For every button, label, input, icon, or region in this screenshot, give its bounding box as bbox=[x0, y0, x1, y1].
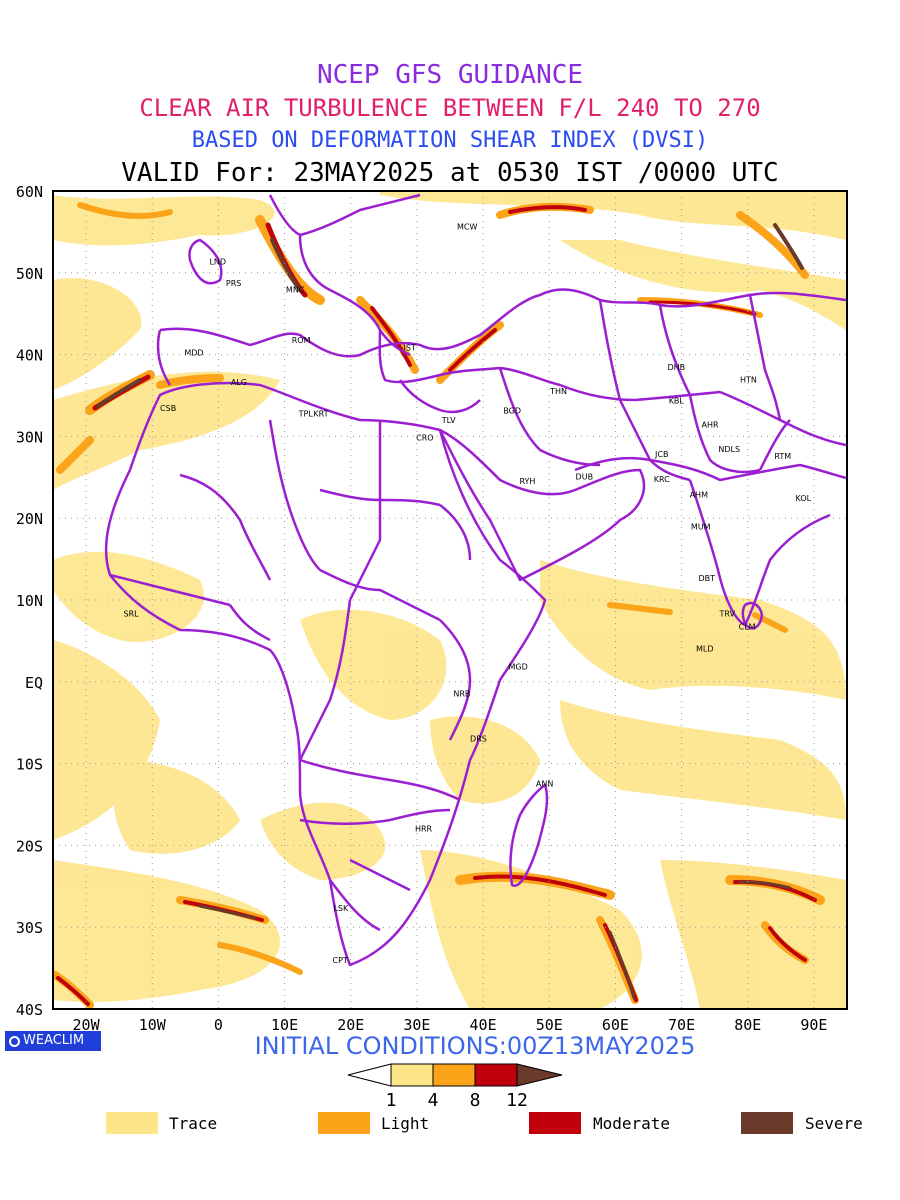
station-label-rom: ROM bbox=[292, 336, 311, 345]
legend-swatch-trace bbox=[106, 1112, 158, 1134]
turbulence-field bbox=[53, 191, 846, 1009]
station-label-ann: ANN bbox=[536, 779, 553, 788]
title-valid-time: VALID For: 23MAY2025 at 0530 IST /0000 U… bbox=[121, 158, 779, 188]
station-label-hrr: HRR bbox=[415, 824, 433, 833]
station-label-nrb: NRB bbox=[453, 689, 470, 698]
station-label-alg: ALG bbox=[231, 378, 247, 387]
longitude-labels: 20W 10W 0 10E 20E 30E 40E 50E 60E 70E 80E 90E bbox=[73, 1016, 828, 1034]
lon-tick-label: 50E bbox=[536, 1016, 563, 1034]
station-label-tlv: TLV bbox=[441, 416, 456, 425]
lat-tick-label: 40N bbox=[16, 347, 43, 365]
map-frame bbox=[52, 190, 848, 1010]
station-label-trv: TRV bbox=[718, 609, 735, 618]
station-label-htn: HTN bbox=[740, 375, 757, 384]
station-label-thn: THN bbox=[549, 387, 567, 396]
station-label-csb: CSB bbox=[160, 404, 176, 413]
lat-tick-label: EQ bbox=[25, 674, 43, 692]
lon-tick-label: 0 bbox=[214, 1016, 223, 1034]
lon-tick-label: 40E bbox=[470, 1016, 497, 1034]
station-label-bgd: BGD bbox=[503, 406, 521, 415]
legend-label-severe: Severe bbox=[805, 1114, 863, 1133]
station-label-srl: SRL bbox=[124, 609, 140, 618]
title-method: BASED ON DEFORMATION SHEAR INDEX (DVSI) bbox=[191, 128, 709, 153]
logo-ring-icon bbox=[9, 1036, 20, 1047]
logo-text: WEACLIM bbox=[23, 1033, 85, 1048]
legend-label-moderate: Moderate bbox=[593, 1114, 671, 1133]
station-label-mgd: MGD bbox=[509, 662, 528, 671]
station-label-dbt: DBT bbox=[698, 574, 715, 583]
station-label-lnd: LND bbox=[209, 258, 226, 267]
legend-swatch-moderate bbox=[529, 1112, 581, 1134]
lon-tick-label: 30E bbox=[403, 1016, 430, 1034]
lat-tick-label: 20S bbox=[16, 837, 43, 855]
station-label-ryh: RYH bbox=[519, 477, 535, 486]
lon-tick-label: 80E bbox=[734, 1016, 761, 1034]
lat-tick-label: 10S bbox=[16, 756, 43, 774]
station-label-kbl: KBL bbox=[669, 397, 685, 406]
station-label-drs: DRS bbox=[470, 734, 487, 743]
weaclim-logo: WEACLIM bbox=[5, 1031, 101, 1051]
colorbar-tick-8: 8 bbox=[470, 1090, 481, 1111]
colorbar-tick-4: 4 bbox=[428, 1090, 439, 1111]
station-label-rtm: RTM bbox=[774, 452, 791, 461]
station-label-kol: KOL bbox=[796, 494, 812, 503]
lon-tick-label: 10E bbox=[271, 1016, 298, 1034]
station-label-ist: IST bbox=[403, 343, 415, 352]
station-label-mld: MLD bbox=[696, 644, 714, 653]
station-label-mum: MUM bbox=[691, 523, 711, 532]
legend-swatch-light bbox=[318, 1112, 370, 1134]
colorbar-segment-moderate bbox=[474, 1063, 518, 1087]
legend-swatch-severe bbox=[741, 1112, 793, 1134]
colorbar-above-triangle bbox=[516, 1063, 563, 1087]
lon-tick-label: 10W bbox=[139, 1016, 167, 1034]
country-boundaries bbox=[104, 193, 847, 967]
latitude-labels: 60N 50N 40N 30N 20N 10N EQ 10S 20S 30S 40S bbox=[16, 183, 43, 1019]
station-label-lsk: LSK bbox=[333, 904, 349, 913]
station-label-prs: PRS bbox=[226, 279, 241, 288]
lon-tick-label: 70E bbox=[668, 1016, 695, 1034]
lat-tick-label: 40S bbox=[16, 1001, 43, 1019]
colorbar-tick-1: 1 bbox=[386, 1090, 397, 1111]
station-label-ahm: AHM bbox=[690, 491, 708, 500]
lon-tick-label: 60E bbox=[602, 1016, 629, 1034]
station-label-krt: KRT bbox=[313, 410, 328, 419]
legend-label-trace: Trace bbox=[169, 1114, 218, 1133]
station-label-cpt: CPT bbox=[333, 956, 348, 965]
lon-tick-label: 20W bbox=[73, 1016, 101, 1034]
station-labels: MCW LND PRS MNC ROM MDD IST ALG CSB TPL KRT TLV CRO B… bbox=[124, 222, 812, 965]
lat-tick-label: 20N bbox=[16, 510, 43, 528]
station-label-clm: CLM bbox=[739, 622, 756, 631]
lat-tick-label: 50N bbox=[16, 265, 43, 283]
colorbar: 1 4 8 12 bbox=[347, 1063, 563, 1111]
lon-tick-label: 90E bbox=[800, 1016, 827, 1034]
station-label-ndls: NDLS bbox=[718, 445, 740, 454]
initial-conditions: INITIAL CONDITIONS:00Z13MAY2025 bbox=[254, 1032, 696, 1060]
station-label-cro: CRO bbox=[416, 433, 433, 442]
title-model: NCEP GFS GUIDANCE bbox=[316, 60, 584, 90]
title-product: CLEAR AIR TURBULENCE BETWEEN F/L 240 TO … bbox=[139, 94, 761, 122]
colorbar-below-triangle bbox=[347, 1063, 392, 1087]
lat-tick-label: 60N bbox=[16, 183, 43, 201]
colorbar-segment-light bbox=[432, 1063, 476, 1087]
station-label-ahr: AHR bbox=[702, 420, 719, 429]
colorbar-segment-trace bbox=[390, 1063, 434, 1087]
station-label-dub: DUB bbox=[576, 473, 594, 482]
station-label-mdd: MDD bbox=[184, 348, 203, 357]
lat-tick-label: 10N bbox=[16, 592, 43, 610]
lat-tick-label: 30N bbox=[16, 428, 43, 446]
station-label-tpl: TPL bbox=[298, 410, 314, 419]
lat-tick-label: 30S bbox=[16, 919, 43, 937]
station-label-mnc: MNC bbox=[286, 285, 305, 294]
lon-tick-label: 20E bbox=[337, 1016, 364, 1034]
station-label-dhb: DHB bbox=[667, 363, 685, 372]
station-label-mcw: MCW bbox=[457, 222, 477, 231]
colorbar-tick-12: 12 bbox=[506, 1090, 528, 1111]
station-label-krc: KRC bbox=[654, 475, 670, 484]
legend-label-light: Light bbox=[381, 1114, 430, 1133]
station-label-jcb: JCB bbox=[654, 450, 668, 459]
